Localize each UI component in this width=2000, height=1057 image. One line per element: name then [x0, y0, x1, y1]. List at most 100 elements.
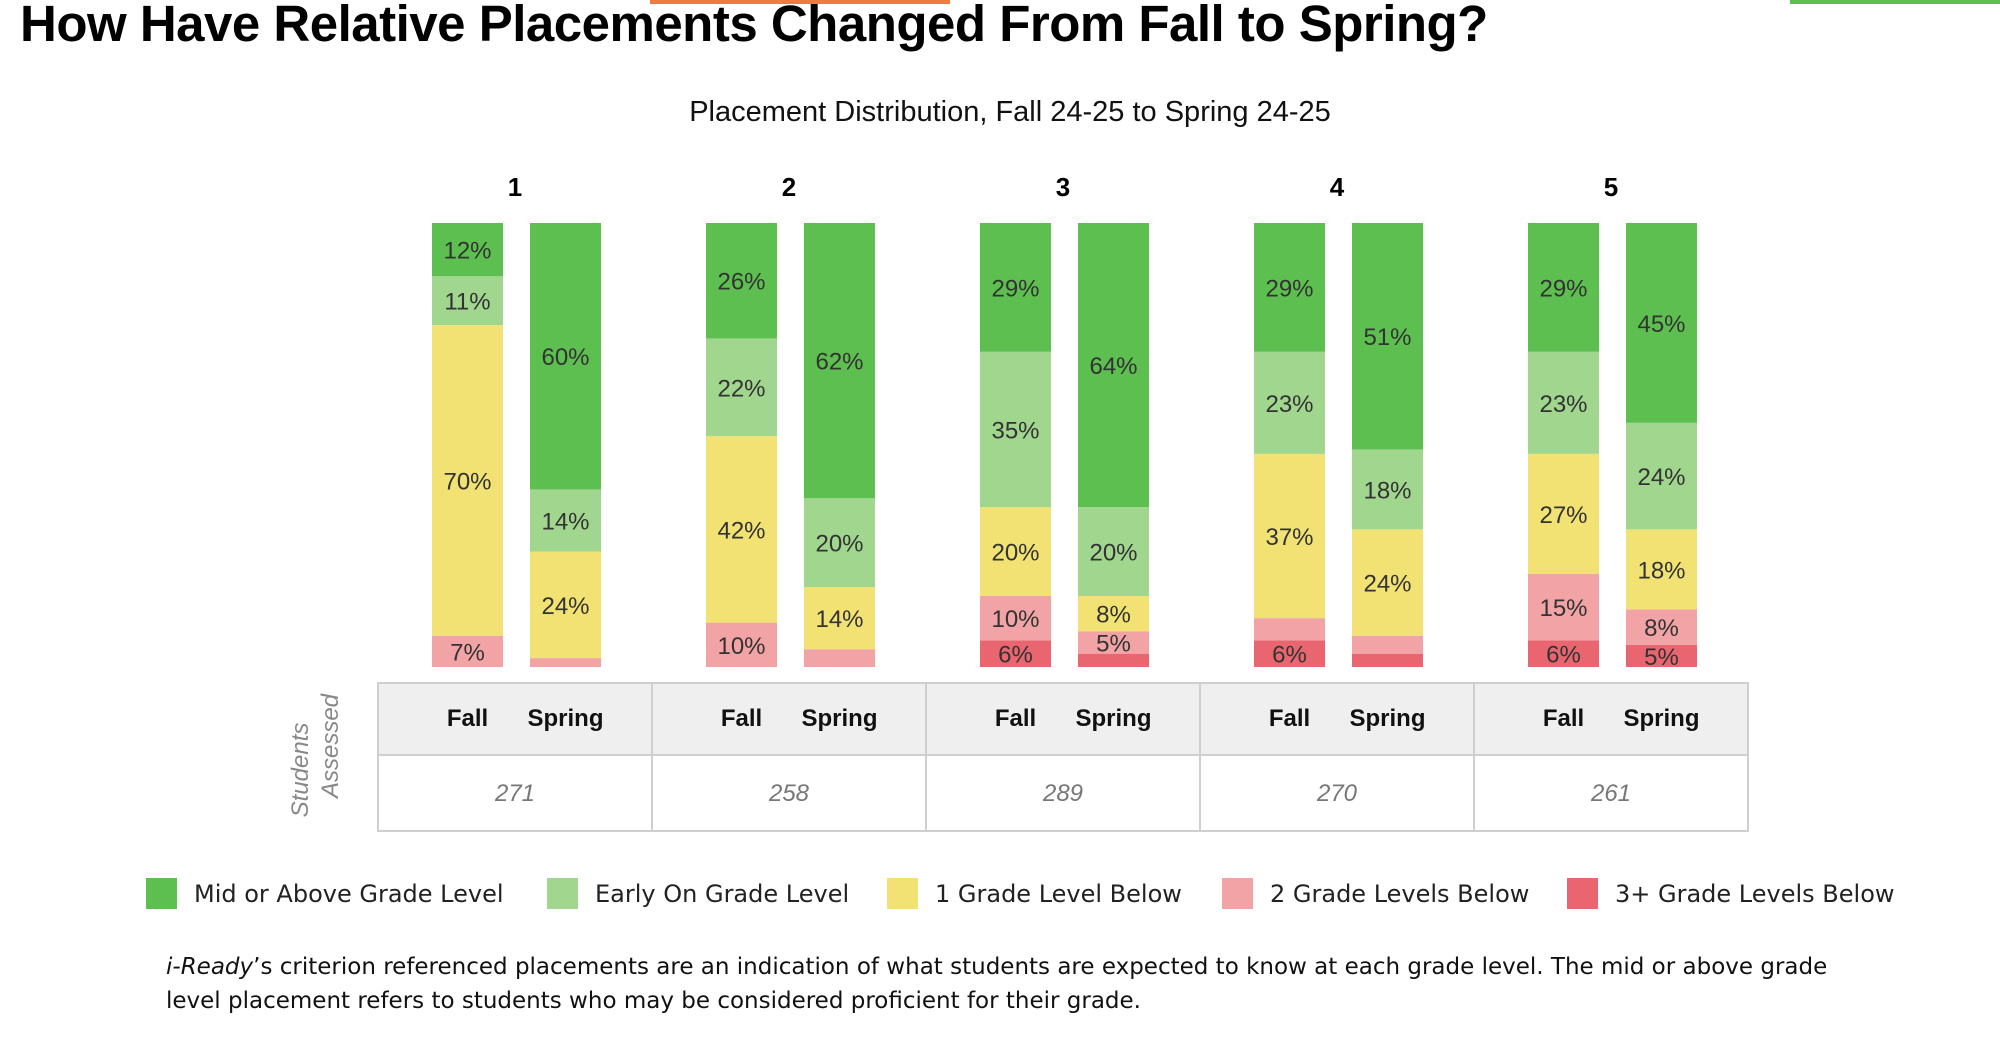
data-label-5-fall-1: 15%	[1539, 595, 1587, 622]
bar-segment-3-spring-1	[1078, 631, 1149, 654]
data-label-4-fall-2: 37%	[1265, 524, 1313, 551]
data-label-2-spring-3: 20%	[815, 531, 863, 558]
fall-header-3: Fall	[995, 705, 1036, 732]
fall-header-2: Fall	[721, 705, 762, 732]
data-label-5-fall-4: 29%	[1539, 275, 1587, 302]
data-label-1-fall-1: 7%	[450, 639, 485, 666]
legend-item-4: 3+ Grade Levels Below	[1567, 878, 1895, 909]
spring-header-3: Spring	[1076, 705, 1152, 732]
students-assessed-4: 270	[1316, 780, 1358, 807]
spring-header-5: Spring	[1624, 705, 1700, 732]
data-label-1-fall-4: 12%	[443, 238, 491, 265]
bar-segment-3-fall-1	[980, 595, 1051, 641]
data-label-3-spring-2: 8%	[1096, 602, 1131, 629]
data-label-1-spring-3: 14%	[541, 508, 589, 535]
count-cell-2	[651, 754, 927, 832]
data-label-4-spring-2: 24%	[1363, 571, 1411, 598]
data-label-4-fall-0: 6%	[1272, 642, 1307, 669]
season-header-cell-3	[925, 682, 1201, 756]
data-label-5-spring-2: 18%	[1637, 557, 1685, 584]
bar-segment-3-fall-0	[980, 640, 1051, 667]
chart-legend: Mid or Above Grade Level Early On Grade L…	[0, 878, 2000, 922]
fall-header-5: Fall	[1543, 705, 1584, 732]
spring-header-4: Spring	[1350, 705, 1426, 732]
data-label-1-spring-2: 24%	[541, 593, 589, 620]
legend-label-0: Mid or Above Grade Level	[194, 879, 504, 908]
legend-item-0: Mid or Above Grade Level	[146, 878, 504, 909]
data-label-4-spring-3: 18%	[1363, 477, 1411, 504]
data-label-4-fall-4: 29%	[1265, 275, 1313, 302]
bar-segment-1-fall-4	[432, 223, 503, 277]
top-accent-orange	[650, 0, 950, 4]
bar-segment-2-spring-3	[804, 498, 875, 588]
legend-swatch-0	[146, 878, 177, 909]
data-label-5-spring-1: 8%	[1644, 615, 1679, 642]
bar-segment-2-spring-1	[804, 649, 875, 667]
data-label-3-fall-3: 35%	[991, 417, 1039, 444]
count-cell-1	[377, 754, 653, 832]
data-label-5-fall-3: 23%	[1539, 391, 1587, 418]
bar-segment-4-fall-1	[1254, 618, 1325, 641]
data-label-2-spring-2: 14%	[815, 606, 863, 633]
season-header-cell-4	[1199, 682, 1475, 756]
data-label-2-fall-4: 26%	[717, 269, 765, 296]
bar-segment-4-spring-3	[1352, 449, 1423, 530]
data-label-3-fall-0: 6%	[998, 642, 1033, 669]
group-label-4: 4	[1330, 172, 1345, 202]
fall-header-4: Fall	[1269, 705, 1310, 732]
bar-segment-3-spring-4	[1078, 223, 1149, 508]
bar-segment-3-spring-0	[1078, 653, 1149, 667]
bar-segment-5-fall-4	[1528, 223, 1599, 352]
bar-segment-5-spring-4	[1626, 223, 1697, 423]
legend-swatch-3	[1222, 878, 1253, 909]
data-label-3-spring-3: 20%	[1089, 540, 1137, 567]
bar-segment-4-spring-4	[1352, 223, 1423, 450]
season-header-cell-1	[377, 682, 653, 756]
bar-segment-1-spring-1	[530, 658, 601, 667]
bar-segment-2-spring-2	[804, 587, 875, 650]
bar-segment-4-fall-0	[1254, 640, 1325, 667]
count-cell-4	[1199, 754, 1475, 832]
bar-segment-1-fall-3	[432, 276, 503, 326]
bar-segment-3-fall-3	[980, 351, 1051, 508]
students-assessed-2: 258	[768, 780, 810, 807]
legend-label-3: 2 Grade Levels Below	[1270, 879, 1530, 908]
data-label-4-fall-3: 23%	[1265, 391, 1313, 418]
data-label-1-fall-3: 11%	[444, 289, 490, 316]
bar-segment-2-fall-2	[706, 436, 777, 623]
footnote: i-Ready’s criterion referenced placement…	[166, 950, 1866, 1018]
students-assessed-5: 261	[1590, 780, 1631, 807]
bar-segment-3-fall-2	[980, 507, 1051, 596]
bar-segment-5-fall-3	[1528, 351, 1599, 454]
bar-segment-2-spring-4	[804, 223, 875, 499]
data-label-3-spring-4: 64%	[1089, 353, 1137, 380]
data-label-2-fall-2: 42%	[717, 517, 765, 544]
legend-item-2: 1 Grade Level Below	[887, 878, 1182, 909]
chart-title: Placement Distribution, Fall 24-25 to Sp…	[689, 96, 1331, 128]
legend-label-1: Early On Grade Level	[595, 879, 850, 908]
legend-swatch-1	[547, 878, 578, 909]
data-label-2-fall-1: 10%	[717, 633, 765, 660]
data-label-3-fall-1: 10%	[991, 606, 1039, 633]
legend-swatch-2	[887, 878, 918, 909]
row-label-word-0: Students	[287, 723, 314, 818]
footnote-text: ’s criterion referenced placements are a…	[166, 954, 1828, 1014]
students-assessed-1: 271	[494, 780, 535, 807]
data-label-5-fall-2: 27%	[1539, 502, 1587, 529]
season-header-cell-5	[1473, 682, 1749, 756]
bar-segment-1-spring-4	[530, 223, 601, 490]
data-label-3-spring-1: 5%	[1096, 631, 1131, 658]
group-label-3: 3	[1056, 172, 1070, 202]
bar-segment-2-fall-4	[706, 223, 777, 339]
bar-segment-5-spring-0	[1626, 644, 1697, 667]
bar-segment-4-spring-2	[1352, 529, 1423, 636]
page-title: How Have Relative Placements Changed Fro…	[20, 0, 1488, 52]
students-assessed-row-label: Students Assessed	[287, 693, 344, 817]
season-header-cell-2	[651, 682, 927, 756]
bar-segment-4-spring-0	[1352, 653, 1423, 667]
group-label-2: 2	[782, 172, 796, 202]
bar-segment-2-fall-1	[706, 622, 777, 667]
bar-segment-3-spring-2	[1078, 595, 1149, 632]
data-label-5-spring-3: 24%	[1637, 464, 1685, 491]
footnote-emphasis: i-Ready	[166, 954, 254, 980]
